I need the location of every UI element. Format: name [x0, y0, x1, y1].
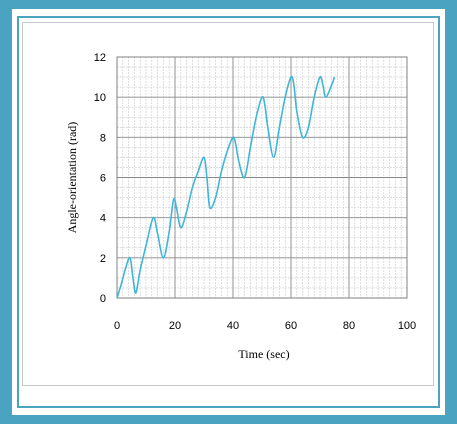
- y-axis-label: Angle-orientation (rad): [65, 122, 79, 234]
- series-line: [116, 75, 336, 299]
- x-tick-label: 20: [169, 320, 181, 332]
- x-axis-label: Time (sec): [238, 347, 289, 361]
- y-tick-label: 0: [100, 293, 106, 305]
- y-tick-label: 8: [100, 132, 106, 144]
- x-tick-label: 0: [114, 320, 120, 332]
- y-tick-label: 4: [100, 213, 106, 225]
- plot-border: [116, 56, 408, 299]
- inner-border: [17, 16, 440, 408]
- y-tick-label: 12: [94, 52, 106, 64]
- x-tick-label: 60: [285, 320, 297, 332]
- x-axis-ticks: 0 20 40 60 80 100: [114, 320, 416, 332]
- y-tick-label: 10: [94, 92, 106, 104]
- x-tick-label: 80: [343, 320, 355, 332]
- y-axis-ticks: 0 2 4 6 8 10 12: [94, 52, 106, 305]
- x-tick-label: 40: [227, 320, 239, 332]
- y-tick-label: 2: [100, 253, 106, 265]
- chart-area: [22, 22, 434, 386]
- x-tick-label: 100: [398, 320, 416, 332]
- y-tick-label: 6: [100, 173, 106, 185]
- series-group: [116, 75, 336, 299]
